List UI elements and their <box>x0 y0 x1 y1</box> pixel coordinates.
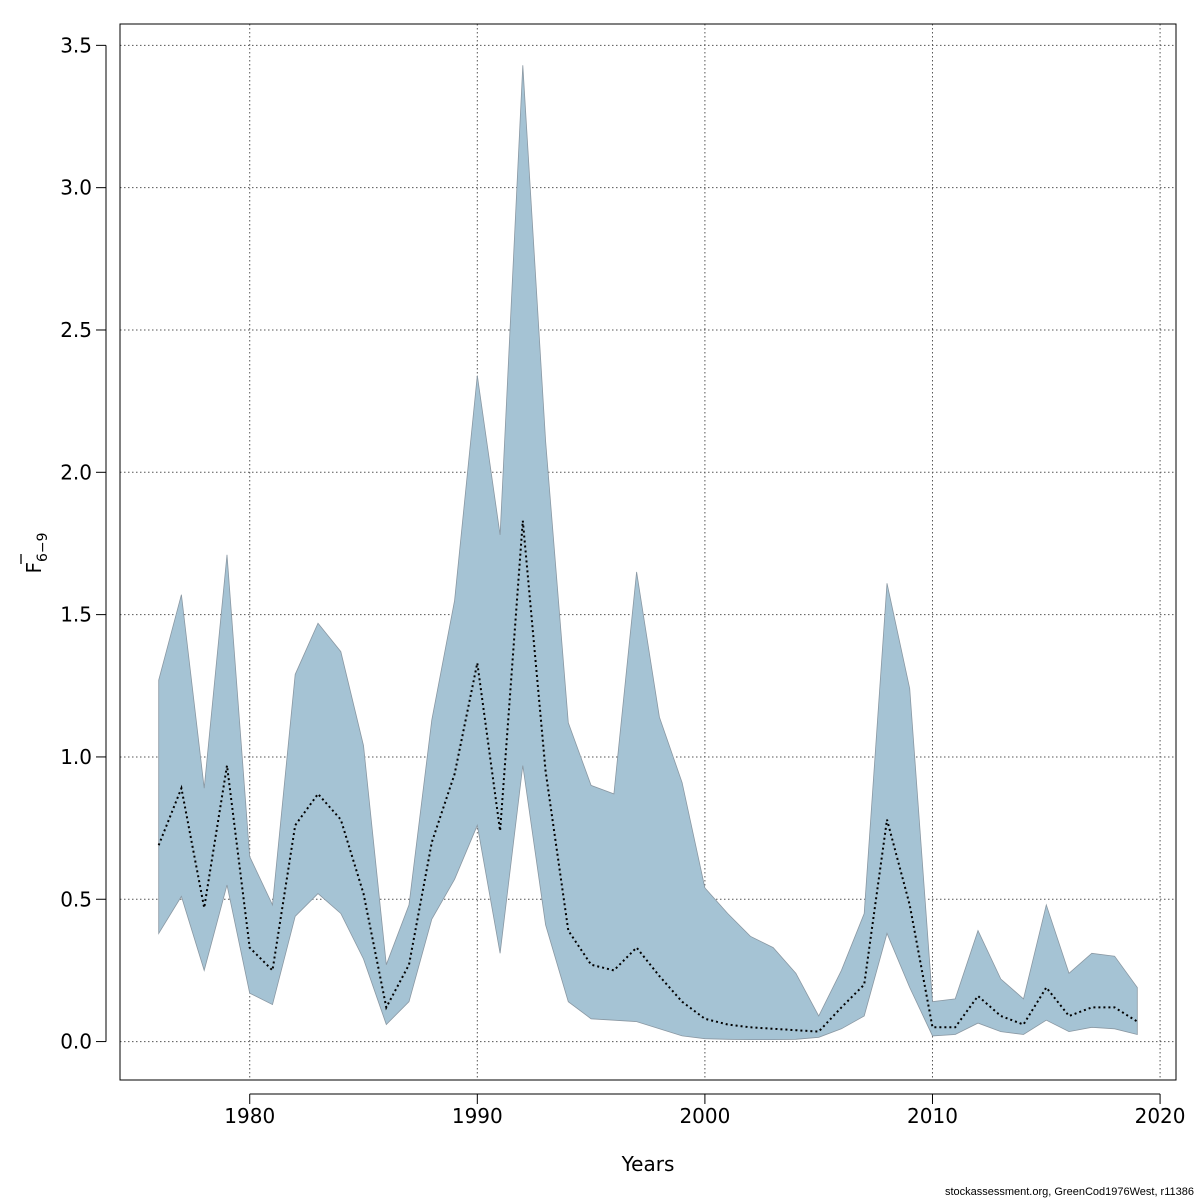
y-tick-label: 3.0 <box>60 176 92 200</box>
plot-frame <box>119 23 1177 1081</box>
y-tick-label: 1.5 <box>60 603 92 627</box>
y-tick-label: 0.0 <box>60 1030 92 1054</box>
svg-text:F6−9: F6−9 <box>22 532 51 573</box>
axes: 1980 1990 2000 2010 2020 0.0 0.5 1.0 1.5 2.0 2.5 3.… <box>60 23 1186 1128</box>
grid <box>120 24 1176 1080</box>
y-axis-title: F6−9 <box>20 532 51 574</box>
confidence-band-layer <box>158 65 1138 1040</box>
y-axis-title-main: F <box>22 562 46 574</box>
y-tick-label: 2.0 <box>60 460 92 484</box>
x-tick-label: 2020 <box>1135 1104 1186 1128</box>
y-tick-label: 2.5 <box>60 318 92 342</box>
credit-text: stockassessment.org, GreenCod1976West, r… <box>944 1186 1194 1198</box>
confidence-band <box>158 65 1138 1040</box>
y-axis-title-subscript: 6−9 <box>35 532 51 562</box>
x-tick-label: 2010 <box>907 1104 958 1128</box>
y-tick-label: 1.0 <box>60 745 92 769</box>
x-axis-title: Years <box>621 1152 675 1176</box>
y-tick-label: 3.5 <box>60 33 92 57</box>
x-tick-label: 2000 <box>679 1104 730 1128</box>
y-tick-label: 0.5 <box>60 887 92 911</box>
x-tick-label: 1990 <box>452 1104 503 1128</box>
x-tick-label: 1980 <box>224 1104 275 1128</box>
